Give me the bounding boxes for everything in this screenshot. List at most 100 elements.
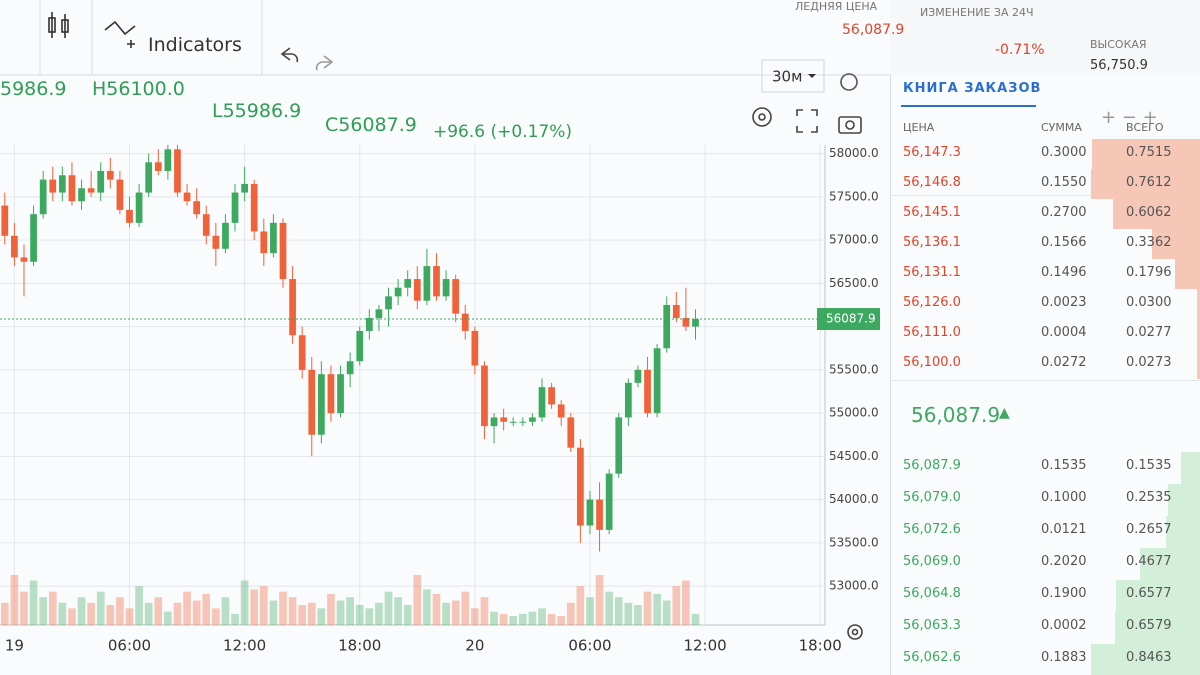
- candle-body: [279, 222, 287, 280]
- amount: 0.0023: [1041, 295, 1087, 310]
- candle-body: [270, 222, 277, 254]
- redo-icon[interactable]: [315, 55, 334, 71]
- candle-body: [1, 205, 9, 236]
- volume-bar: [672, 586, 681, 625]
- volume-bar: [0, 602, 9, 625]
- order-book: КНИГА ЗАКАЗОВ + − + 56,087.9 ▲ ЦЕНА СУММА…: [890, 75, 1200, 675]
- depth-bar: [1166, 516, 1200, 548]
- candle-body: [529, 417, 536, 422]
- candle-body: [68, 175, 76, 202]
- volume-bar: [614, 597, 623, 625]
- volume-bar: [355, 605, 364, 625]
- candle-body: [471, 330, 479, 366]
- price: 56,069.0: [903, 554, 961, 569]
- depth-bar: [1197, 349, 1200, 379]
- candle-body: [30, 214, 37, 262]
- candle-body: [11, 235, 18, 258]
- candle-body: [596, 499, 603, 530]
- volume-bar: [135, 586, 143, 625]
- candle-body: [327, 374, 335, 414]
- order-book-title: КНИГА ЗАКАЗОВ: [903, 81, 1042, 96]
- amount: 0.3000: [1041, 145, 1087, 160]
- candle-body: [231, 192, 239, 223]
- interval-select[interactable]: [761, 59, 825, 93]
- total: 0.2657: [1126, 522, 1172, 537]
- candle-body: [20, 257, 28, 262]
- refresh-icon[interactable]: [840, 73, 858, 91]
- last-price-box: [817, 308, 880, 331]
- volume-bar: [605, 591, 613, 625]
- candle-body: [49, 179, 57, 193]
- candle-body: [183, 192, 191, 202]
- candle-body: [135, 192, 143, 223]
- candle-body: [222, 222, 229, 249]
- candle-body: [624, 382, 632, 418]
- candle-body: [452, 279, 460, 314]
- x-tick-label: 06:00: [568, 637, 611, 655]
- amount: 0.0002: [1041, 618, 1087, 633]
- volume-bar: [10, 575, 19, 625]
- volume-bar: [279, 591, 287, 625]
- candle-body: [193, 201, 201, 215]
- candle-icon[interactable]: [48, 12, 69, 38]
- depth-bar: [1168, 484, 1200, 516]
- candle-body: [39, 179, 47, 215]
- price: 56,079.0: [903, 490, 961, 505]
- candle-body: [106, 170, 114, 180]
- volume-bar: [595, 575, 604, 625]
- volume-bar: [634, 605, 642, 625]
- volume-bar: [586, 597, 594, 625]
- candle-body: [605, 473, 613, 530]
- candle-body: [116, 179, 124, 210]
- amount: 0.0272: [1041, 355, 1087, 370]
- axis-settings-icon[interactable]: [847, 624, 863, 640]
- amount: 0.0121: [1041, 522, 1087, 537]
- volume-bar: [682, 580, 690, 625]
- x-tick-label: 18:00: [799, 637, 842, 655]
- volume-bar: [346, 597, 354, 625]
- candle-body: [538, 387, 546, 418]
- total: 0.7515: [1126, 145, 1172, 160]
- candle-body: [241, 183, 248, 193]
- depth-bar: [1196, 289, 1200, 319]
- legend-change: +96.6 (+0.17%): [433, 122, 573, 142]
- screenshot-icon[interactable]: [838, 116, 862, 134]
- volume-bar: [365, 608, 374, 625]
- candle-body: [97, 170, 105, 193]
- volume-bar: [557, 616, 566, 625]
- x-tick-label: 06:00: [108, 637, 151, 655]
- last-price-label: 56087.9: [826, 312, 876, 326]
- candle-body: [548, 387, 555, 405]
- settings-icon[interactable]: [752, 107, 772, 127]
- candle-body: [481, 365, 488, 427]
- amount: 0.1496: [1041, 265, 1087, 280]
- candle-body: [577, 447, 584, 526]
- fullscreen-icon[interactable]: [796, 109, 818, 133]
- interval-label[interactable]: 30м: [772, 68, 802, 86]
- legend-open: 5986.9: [0, 78, 67, 100]
- candle-body: [423, 266, 431, 301]
- volume-bar: [106, 605, 115, 625]
- candle-body: [385, 296, 392, 310]
- total: 0.6062: [1126, 205, 1172, 220]
- depth-bar: [1175, 259, 1200, 289]
- legend-low: L55986.9: [212, 100, 302, 122]
- volume-bar: [662, 600, 671, 625]
- undo-icon[interactable]: [280, 47, 299, 63]
- order-book-last-price: 56,087.9: [911, 403, 1001, 427]
- y-tick-label: 55000.0: [829, 406, 879, 420]
- y-tick-label: 53000.0: [829, 579, 879, 593]
- indicators-button[interactable]: Indicators: [148, 34, 242, 56]
- volume-bar: [576, 586, 585, 625]
- candle-body: [653, 348, 661, 414]
- candle-body: [58, 175, 66, 193]
- volume-bar: [538, 608, 546, 625]
- zoom-controls[interactable]: + − +: [1101, 107, 1158, 128]
- volume-bar: [77, 597, 86, 625]
- volume-bar: [20, 591, 28, 625]
- candle-body: [145, 162, 153, 193]
- legend-high: H56100.0: [92, 78, 185, 100]
- price: 56,064.8: [903, 586, 961, 601]
- amount: 0.1550: [1041, 175, 1087, 190]
- indicators-icon[interactable]: [104, 20, 136, 48]
